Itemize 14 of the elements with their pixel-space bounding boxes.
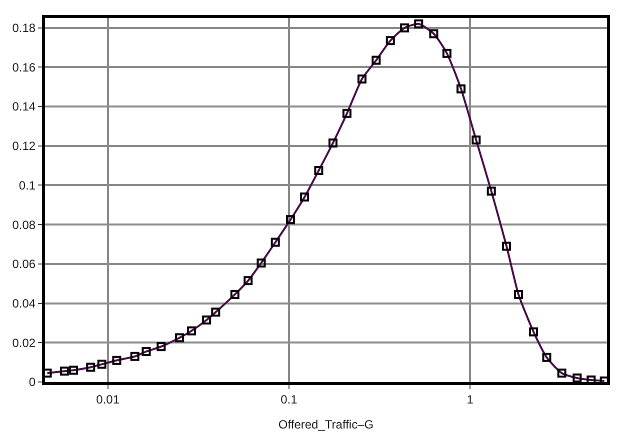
y-tick-label: 0 [28, 375, 36, 390]
x-tick-label: 0.01 [96, 392, 120, 406]
y-tick-label: 0.06 [12, 257, 36, 272]
y-tick-label: 0.02 [12, 336, 36, 350]
y-tick-label: 0.08 [12, 218, 36, 232]
x-tick-label: 0.1 [280, 392, 298, 406]
y-tick-label: 0.18 [12, 21, 36, 36]
y-tick-label: 0.04 [12, 296, 36, 310]
x-axis-title: Offered_Traffic–G [278, 417, 374, 432]
y-tick-label: 0.16 [12, 60, 36, 74]
y-tick-label: 0.12 [12, 139, 36, 154]
y-tick-label: 0.14 [12, 100, 36, 114]
y-tick-label: 0.1 [18, 178, 36, 192]
x-tick-label: 1 [466, 392, 474, 406]
